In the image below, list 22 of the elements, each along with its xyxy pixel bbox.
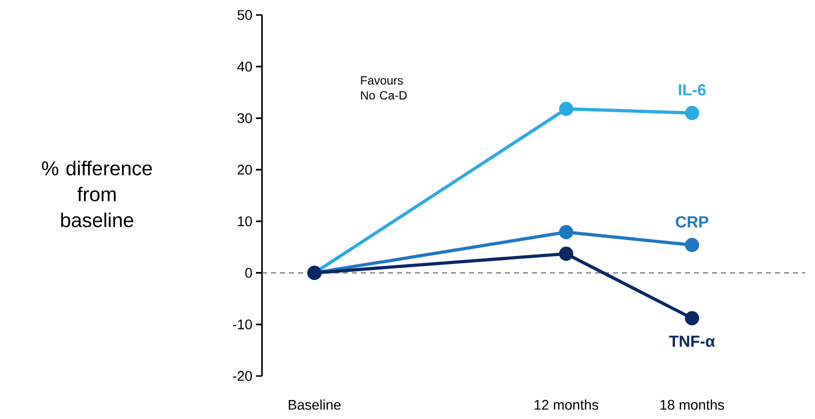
series-label: CRP — [676, 216, 708, 228]
annotation: Favours No Ca-D — [361, 76, 407, 100]
point — [559, 225, 574, 240]
y-tick-label: 50 — [238, 10, 252, 20]
series-label: TNF-α — [669, 336, 715, 347]
point — [684, 106, 700, 120]
point — [559, 246, 574, 261]
y-tick-label: 40 — [237, 62, 252, 72]
y-tick-label: 20 — [238, 164, 252, 175]
y-tick-label: -10 — [232, 319, 252, 330]
y-tick-label: 0 — [245, 268, 252, 278]
y-axis-title: % difference from baseline — [42, 160, 152, 228]
y-tick-label: -20 — [232, 371, 252, 381]
y-tick-label: 10 — [238, 216, 252, 226]
x-tick-label: 18 months — [660, 400, 724, 410]
point — [684, 238, 700, 252]
x-tick-label: 12 months — [534, 400, 598, 410]
point — [559, 102, 574, 116]
x-tick-label: Baseline — [288, 400, 341, 410]
y-tick-label: 30 — [238, 113, 252, 124]
point — [684, 311, 700, 326]
series-label: IL-6 — [678, 84, 706, 96]
